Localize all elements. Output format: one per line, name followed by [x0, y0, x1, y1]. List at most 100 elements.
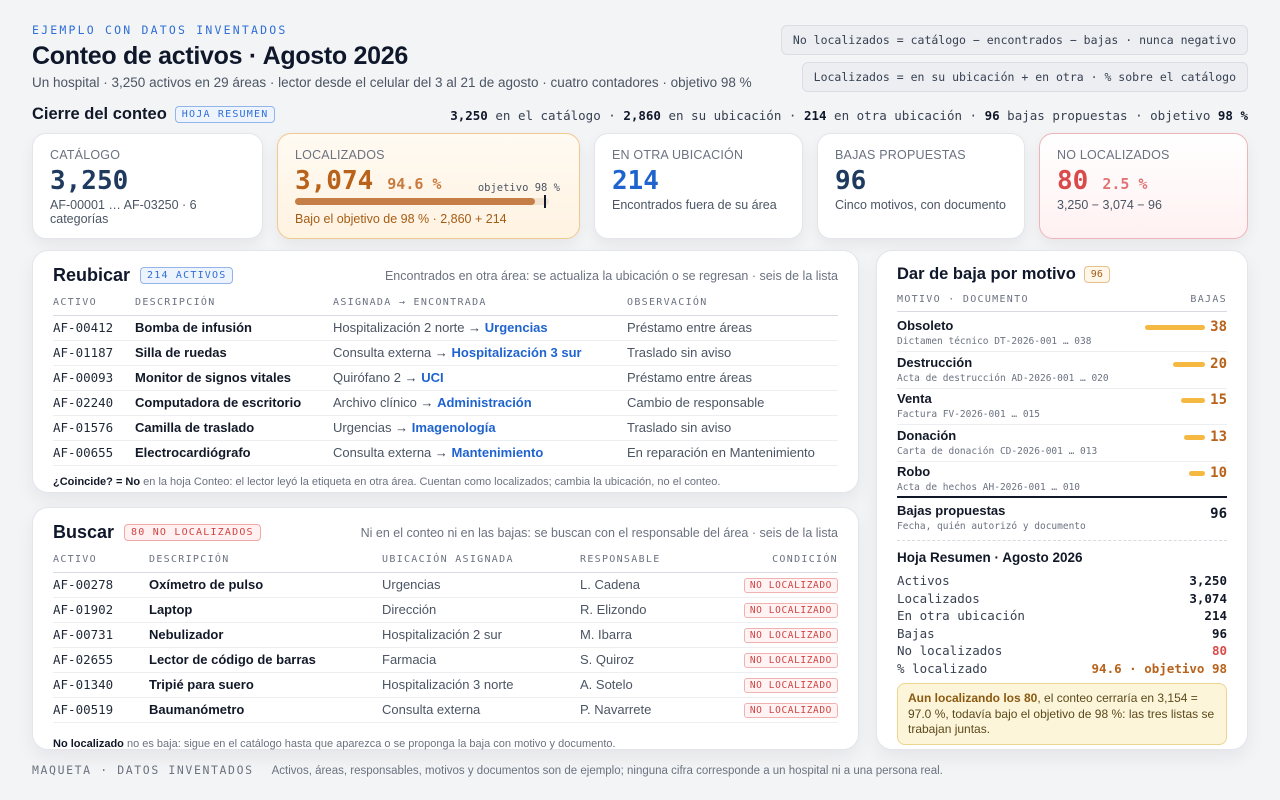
assigned-area: Hospitalización 2 norte — [333, 320, 465, 335]
summary-text: en otra ubicación · — [826, 108, 985, 123]
table-row[interactable]: AF-01902 Laptop Dirección R. Elizondo NO LOC… — [53, 597, 838, 623]
column-header[interactable]: ACTIVO — [53, 291, 135, 316]
found-area: Hospitalización 3 sur — [451, 345, 582, 360]
asset-description: Electrocardiógrafo — [135, 440, 333, 466]
panel-reubicar: Reubicar 214 ACTIVOS Encontrados en otra… — [32, 250, 859, 493]
assigned-area: Consulta externa — [333, 445, 432, 460]
baja-count: 13 — [1210, 428, 1227, 445]
asset-id: AF-00655 — [53, 440, 135, 466]
kpi-sub: AF-00001 … AF-03250 · 6 categorías — [50, 198, 197, 226]
table-row[interactable]: AF-02240 Computadora de escritorio Archivo… — [53, 390, 838, 416]
asset-description: Oxímetro de pulso — [149, 572, 382, 598]
baja-row[interactable]: Venta Factura FV-2026-001 … 015 15 — [897, 388, 1227, 425]
observation: Traslado sin aviso — [627, 415, 838, 441]
kpi-label: NO LOCALIZADOS — [1057, 148, 1170, 162]
column-header: BAJAS — [1190, 294, 1227, 305]
assigned-location: Farmacia — [382, 647, 580, 673]
status-badge: NO LOCALIZADO — [743, 578, 838, 593]
asset-description: Nebulizador — [149, 622, 382, 648]
baja-documento: Dictamen técnico DT-2026-001 … 038 — [897, 336, 1092, 347]
responsible: R. Elizondo — [580, 597, 720, 623]
progress-fill — [295, 198, 536, 205]
column-header[interactable]: OBSERVACIÓN — [627, 291, 838, 316]
table-row[interactable]: AF-01340 Tripié para suero Hospitalización… — [53, 672, 838, 698]
summary-bajas: 96 — [984, 108, 1000, 123]
kpi-no-localizados[interactable]: NO LOCALIZADOS 80 2.5 % 3,250 − 3,074 − … — [1039, 133, 1248, 239]
resumen-label: En otra ubicación — [897, 608, 1025, 624]
observation: Préstamo entre áreas — [627, 315, 838, 341]
baja-row[interactable]: Destrucción Acta de destrucción AD-2026-0… — [897, 352, 1227, 389]
column-header[interactable]: UBICACIÓN ASIGNADA — [382, 548, 580, 573]
summary-catalogo: 3,250 — [450, 108, 488, 123]
kpi-label: BAJAS PROPUESTAS — [835, 148, 966, 162]
asset-move: Hospitalización 2 norte → Urgencias — [333, 315, 627, 341]
kpi-bajas[interactable]: BAJAS PROPUESTAS 96 Cinco motivos, con d… — [817, 133, 1025, 239]
baja-documento: Factura FV-2026-001 … 015 — [897, 409, 1040, 420]
condition-cell: NO LOCALIZADO — [720, 597, 838, 623]
table-row[interactable]: AF-00093 Monitor de signos vitales Quirófa… — [53, 365, 838, 391]
panel-baja: Dar de baja por motivo 96 MOTIVO · DOCUM… — [876, 250, 1248, 750]
kpi-otra-ubicacion[interactable]: EN OTRA UBICACIÓN 214 Encontrados fuera … — [594, 133, 803, 239]
baja-row[interactable]: Donación Carta de donación CD-2026-001 … … — [897, 425, 1227, 462]
responsible: P. Navarrete — [580, 697, 720, 723]
column-header[interactable]: ASIGNADA → ENCONTRADA — [333, 291, 627, 316]
asset-id: AF-00278 — [53, 572, 149, 598]
kpi-localizados[interactable]: LOCALIZADOS 3,074 94.6 % objetivo 98 % B… — [277, 133, 580, 239]
asset-description: Monitor de signos vitales — [135, 365, 333, 391]
asset-description: Lector de código de barras — [149, 647, 382, 673]
baja-total-value: 96 — [1210, 506, 1227, 522]
cierre-summary: 3,250 en el catálogo · 2,860 en su ubica… — [450, 108, 1248, 123]
arrow-right-icon: → — [395, 420, 409, 435]
assigned-area: Consulta externa — [333, 345, 432, 360]
status-badge: NO LOCALIZADO — [743, 603, 838, 618]
baja-row[interactable]: Robo Acta de hechos AH-2026-001 … 010 10 — [897, 461, 1227, 498]
resumen-value: 96 — [1211, 625, 1227, 641]
arrow-right-icon: → — [434, 445, 448, 460]
table-row[interactable]: AF-01187 Silla de ruedas Consulta externa … — [53, 340, 838, 366]
baja-total-label: Bajas propuestas — [897, 503, 1006, 518]
baja-motivo: Obsoleto — [897, 318, 954, 333]
assigned-area: Quirófano 2 — [333, 370, 401, 385]
asset-id: AF-01187 — [53, 340, 135, 366]
kpi-target-label: objetivo 98 % — [477, 182, 560, 194]
baja-motivo: Robo — [897, 464, 931, 479]
column-header[interactable]: CONDICIÓN — [720, 548, 838, 573]
baja-total-divider — [897, 496, 1227, 498]
table-row[interactable]: AF-00412 Bomba de infusión Hospitalización… — [53, 315, 838, 341]
table-row[interactable]: AF-02655 Lector de código de barras Farmac… — [53, 647, 838, 673]
column-header: MOTIVO · DOCUMENTO — [897, 294, 1029, 305]
table-row[interactable]: AF-00519 Baumanómetro Consulta externa P. N… — [53, 697, 838, 723]
arrow-right-icon: → — [404, 370, 418, 385]
asset-move: Quirófano 2 → UCI — [333, 365, 627, 391]
baja-motivo: Donación — [897, 427, 957, 443]
column-header[interactable]: DESCRIPCIÓN — [149, 548, 382, 573]
asset-move: Consulta externa → Hospitalización 3 sur — [333, 340, 627, 366]
table-row[interactable]: AF-00655 Electrocardiógrafo Consulta exter… — [53, 440, 838, 466]
table-row[interactable]: AF-00731 Nebulizador Hospitalización 2 sur… — [53, 622, 838, 648]
table-row[interactable]: AF-01576 Camilla de traslado Urgencias → I… — [53, 415, 838, 441]
column-header[interactable]: ACTIVO — [53, 548, 149, 573]
asset-description: Baumanómetro — [149, 697, 382, 723]
condition-cell: NO LOCALIZADO — [720, 572, 838, 598]
baja-bar — [1173, 361, 1205, 367]
column-header[interactable]: RESPONSABLE — [580, 548, 720, 573]
resumen-row: No localizados 80 — [897, 643, 1227, 660]
baja-motivo: Venta — [897, 391, 932, 406]
assigned-area: Urgencias — [333, 420, 392, 435]
hoja-resumen-tag: HOJA RESUMEN — [174, 106, 276, 123]
assigned-area: Archivo clínico — [333, 395, 417, 410]
kpi-pct: 94.6 % — [387, 175, 442, 193]
panel-title: Buscar — [53, 522, 115, 542]
resumen-row: Localizados 3,074 — [897, 591, 1227, 608]
column-header[interactable]: DESCRIPCIÓN — [135, 291, 333, 316]
resumen-row: % localizado 94.6 · objetivo 98 — [897, 661, 1227, 678]
table-row[interactable]: AF-00278 Oxímetro de pulso Urgencias L. Cad… — [53, 572, 838, 598]
resumen-value: 214 — [1204, 608, 1227, 624]
kpi-catalogo[interactable]: CATÁLOGO 3,250 AF-00001 … AF-03250 · 6 c… — [32, 133, 263, 239]
buscar-table: ACTIVO DESCRIPCIÓN UBICACIÓN ASIGNADA RE… — [53, 548, 838, 723]
baja-row[interactable]: Obsoleto Dictamen técnico DT-2026-001 … 0… — [897, 315, 1227, 352]
assigned-location: Consulta externa — [382, 697, 580, 723]
asset-id: AF-01902 — [53, 597, 149, 623]
found-area: UCI — [421, 370, 444, 385]
asset-move: Urgencias → Imagenología — [333, 415, 627, 441]
